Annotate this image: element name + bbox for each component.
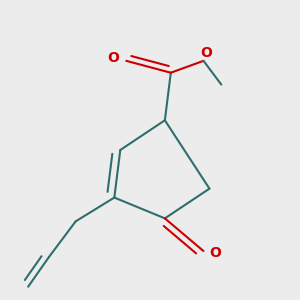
Text: O: O xyxy=(107,52,119,65)
Text: O: O xyxy=(200,46,212,60)
Text: O: O xyxy=(209,246,221,260)
